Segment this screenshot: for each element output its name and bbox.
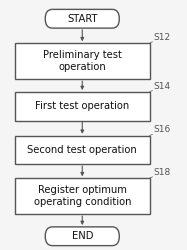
Text: S12: S12 [153, 33, 171, 42]
Text: S14: S14 [153, 82, 171, 90]
Text: END: END [72, 231, 93, 241]
Text: S18: S18 [153, 168, 171, 177]
Text: S16: S16 [153, 126, 171, 134]
FancyBboxPatch shape [45, 9, 119, 28]
Text: First test operation: First test operation [35, 101, 129, 111]
Text: Second test operation: Second test operation [27, 145, 137, 155]
Text: START: START [67, 14, 98, 24]
FancyBboxPatch shape [15, 43, 150, 80]
FancyBboxPatch shape [45, 227, 119, 246]
FancyBboxPatch shape [15, 178, 150, 214]
Text: Preliminary test
operation: Preliminary test operation [43, 50, 122, 72]
FancyBboxPatch shape [15, 136, 150, 164]
FancyBboxPatch shape [15, 92, 150, 121]
Text: Register optimum
operating condition: Register optimum operating condition [33, 186, 131, 207]
